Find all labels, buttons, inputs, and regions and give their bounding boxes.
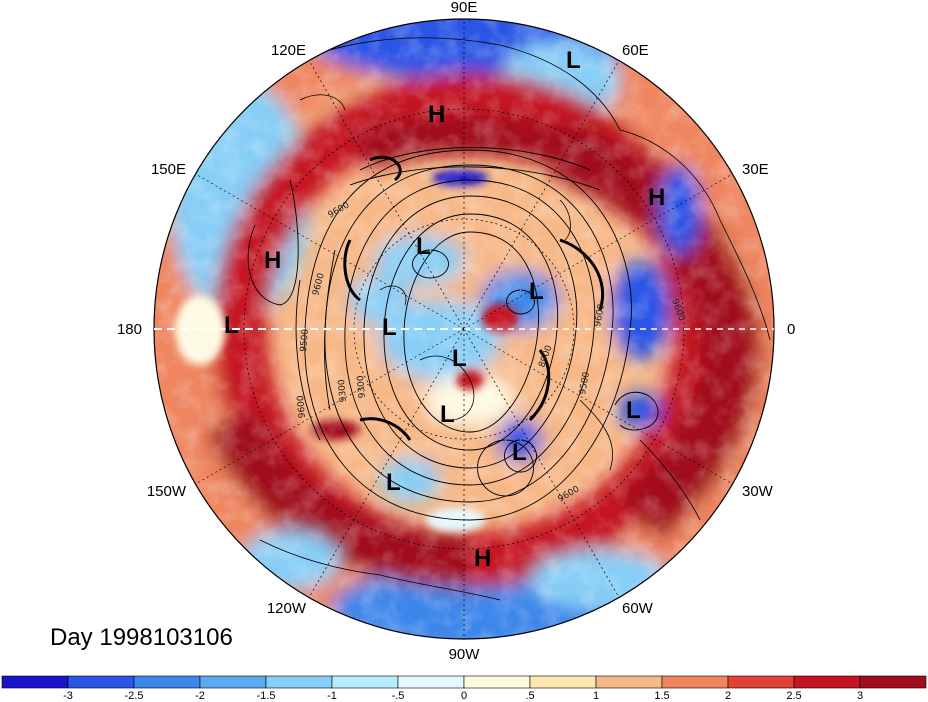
pressure-center-label: H xyxy=(648,184,665,211)
colorbar-tick-label: -.5 xyxy=(392,690,405,702)
colorbar-tick-label: .5 xyxy=(525,690,534,702)
lon-label-120e: 120E xyxy=(271,42,306,59)
colorbar-swatch xyxy=(529,675,597,689)
colorbar-tick-label: 2 xyxy=(725,690,731,702)
pressure-center-label: H xyxy=(428,101,445,128)
colorbar-tick-label: 0 xyxy=(461,690,467,702)
contour-label: 9500 xyxy=(578,371,592,396)
lon-label-150e: 150E xyxy=(151,161,186,178)
pressure-center-label: L xyxy=(386,469,401,496)
colorbar-swatch xyxy=(661,675,729,689)
contour-label: 9500 xyxy=(299,328,311,352)
meridian-line xyxy=(463,328,620,598)
contour-label: 9600 xyxy=(593,303,607,328)
lon-label-60w: 60W xyxy=(622,600,654,617)
lon-label-90w: 90W xyxy=(449,646,481,663)
meridian-line xyxy=(463,328,733,485)
pressure-center-label: L xyxy=(566,47,581,74)
meridian-line xyxy=(463,173,733,330)
colorbar-tick-label: 2.5 xyxy=(786,690,801,702)
meridian-line xyxy=(195,328,465,485)
lon-label-30w: 30W xyxy=(742,483,774,500)
lon-label-120w: 120W xyxy=(267,600,307,617)
lon-label-180: 180 xyxy=(117,321,142,338)
colorbar-swatch xyxy=(727,675,795,689)
pressure-center-label: L xyxy=(382,314,397,341)
colorbar-tick-label: -3 xyxy=(63,690,73,702)
colorbar: -3 -2.5 -2 -1.5 -1 -.5 0 .5 1 1.5 2 2.5 3 xyxy=(1,675,927,702)
colorbar-tick-label: -2.5 xyxy=(125,690,144,702)
date-label: Day 1998103106 xyxy=(50,624,233,651)
colorbar-swatch xyxy=(67,675,135,689)
lon-label-90e: 90E xyxy=(451,0,478,16)
coastlines xyxy=(259,37,771,601)
colorbar-tick-label: 1 xyxy=(593,690,599,702)
pressure-centers: L H H H L L L L L L L L L L H xyxy=(224,47,665,572)
colorbar-swatch xyxy=(595,675,663,689)
pressure-center-label: L xyxy=(440,401,455,428)
meridian-line xyxy=(195,173,465,330)
meridian-line xyxy=(308,328,465,598)
colorbar-swatch xyxy=(397,675,465,689)
lon-label-0: 0 xyxy=(787,321,795,338)
lon-label-60e: 60E xyxy=(622,42,649,59)
pressure-center-label: L xyxy=(512,439,527,466)
pressure-center-label: H xyxy=(264,247,281,274)
pressure-center-label: L xyxy=(416,233,431,260)
pressure-center-label: L xyxy=(224,312,239,339)
thick-jet-contours xyxy=(343,155,605,441)
colorbar-tick-label: -2 xyxy=(195,690,205,702)
meridian-line xyxy=(463,60,620,330)
colorbar-tick-label: 3 xyxy=(857,690,863,702)
contour-label: 9300 xyxy=(356,375,368,399)
colorbar-swatch xyxy=(331,675,399,689)
colorbar-swatch xyxy=(793,675,861,689)
pressure-center-label: L xyxy=(452,345,467,372)
colorbar-tick-label: -1.5 xyxy=(257,690,276,702)
pressure-center-label: L xyxy=(529,278,544,305)
meridian-line xyxy=(308,60,465,330)
longitude-labels: 90E 60E 120E 30E 150E 0 180 30W 150W 60W… xyxy=(117,0,795,663)
lon-label-150w: 150W xyxy=(147,483,187,500)
colorbar-swatch xyxy=(199,675,267,689)
colorbar-swatch xyxy=(133,675,201,689)
colorbar-swatch xyxy=(1,675,69,689)
pressure-center-label: H xyxy=(474,545,491,572)
colorbar-tick-label: 1.5 xyxy=(654,690,669,702)
lon-label-30e: 30E xyxy=(742,161,769,178)
contour-label: 9600 xyxy=(296,395,308,419)
contour-label: 9300 xyxy=(337,379,349,403)
pressure-center-label: L xyxy=(626,397,641,424)
colorbar-tick-label: -1 xyxy=(327,690,337,702)
colorbar-swatch xyxy=(859,675,927,689)
colorbar-swatch xyxy=(265,675,333,689)
colorbar-swatch xyxy=(463,675,531,689)
